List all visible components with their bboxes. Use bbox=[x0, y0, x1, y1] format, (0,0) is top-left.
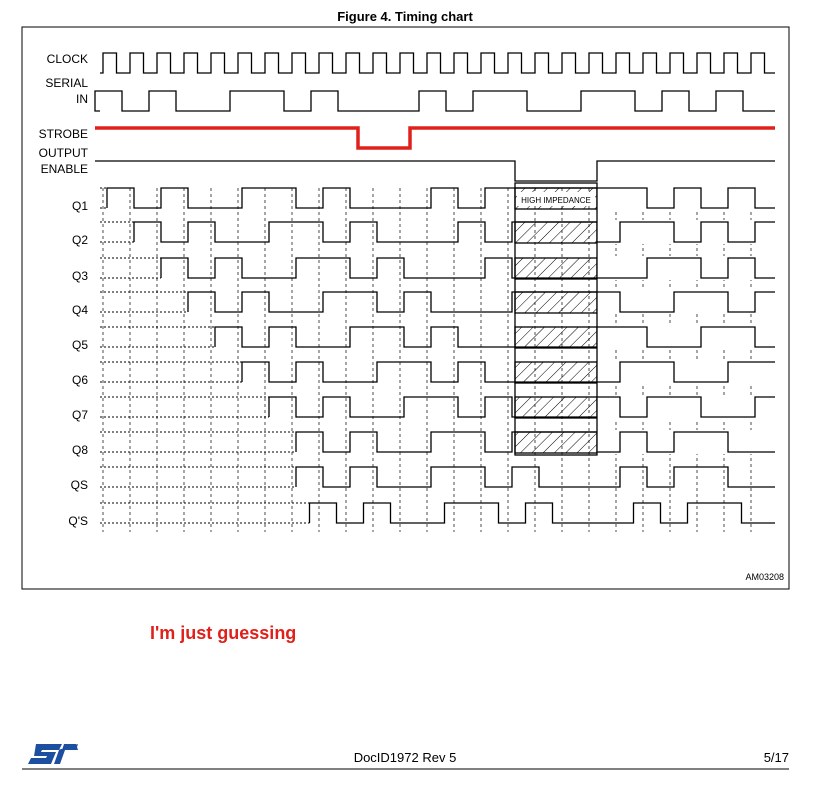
q-wave bbox=[106, 187, 775, 209]
mask bbox=[597, 220, 777, 244]
high-impedance bbox=[514, 361, 598, 384]
q-wave bbox=[268, 396, 775, 418]
signal-label: Q2 bbox=[72, 233, 88, 247]
signal-label: OUTPUT bbox=[39, 146, 89, 160]
mask bbox=[597, 256, 777, 280]
q-wave bbox=[214, 326, 775, 348]
mask bbox=[597, 290, 777, 314]
note: I'm just guessing bbox=[150, 623, 296, 643]
signal-label: Q8 bbox=[72, 443, 88, 457]
high-impedance bbox=[514, 326, 598, 349]
high-impedance bbox=[514, 396, 598, 419]
q-wave bbox=[241, 361, 775, 383]
output-enable-wave bbox=[95, 160, 775, 182]
signal-label: IN bbox=[76, 92, 88, 106]
qs-wave bbox=[295, 466, 775, 488]
signal-label: Q1 bbox=[72, 199, 88, 213]
signal-label: CLOCK bbox=[47, 52, 88, 66]
page-number: 5/17 bbox=[764, 750, 789, 765]
q-wave bbox=[597, 431, 775, 453]
q-wave bbox=[597, 326, 775, 348]
q-wave bbox=[295, 431, 775, 453]
mask bbox=[597, 395, 777, 419]
q-wave bbox=[187, 291, 775, 313]
mask bbox=[597, 325, 777, 349]
hi-z-label-bg bbox=[517, 192, 595, 206]
signal-label: Q3 bbox=[72, 269, 88, 283]
serial-in-wave bbox=[94, 90, 775, 112]
q-wave bbox=[597, 361, 775, 383]
mask bbox=[597, 360, 777, 384]
q-wave bbox=[597, 396, 775, 418]
signal-label: Q5 bbox=[72, 338, 88, 352]
signal-label: QS bbox=[71, 478, 88, 492]
signal-label: SERIAL bbox=[45, 76, 88, 90]
q-wave bbox=[133, 221, 775, 243]
st-logo bbox=[28, 744, 78, 764]
qs-prime-wave bbox=[308, 502, 775, 524]
clock-wave bbox=[100, 52, 775, 74]
signal-label: STROBE bbox=[39, 127, 88, 141]
q-wave bbox=[597, 257, 775, 279]
figure-frame bbox=[21, 26, 790, 590]
hi-z-box bbox=[514, 182, 598, 456]
high-impedance bbox=[514, 431, 598, 454]
high-impedance-label: HIGH IMPEDANCE bbox=[521, 196, 591, 205]
mask bbox=[597, 430, 777, 454]
waveforms: CLOCK SERIAL IN STROBE OUTPUT ENABLE Q1 Q2 Q3 Q4 Q… bbox=[39, 52, 777, 532]
figure-title: Figure 4. Timing chart bbox=[337, 9, 473, 24]
q-wave bbox=[597, 291, 775, 313]
signal-label: Q6 bbox=[72, 373, 88, 387]
strobe-wave bbox=[95, 126, 775, 150]
q-wave bbox=[597, 187, 775, 209]
q-wave bbox=[597, 221, 775, 243]
mask bbox=[597, 186, 777, 210]
signal-label: Q'S bbox=[68, 514, 88, 528]
high-impedance bbox=[514, 257, 598, 280]
high-impedance bbox=[514, 221, 598, 244]
signal-label: Q7 bbox=[72, 408, 88, 422]
figure-id: AM03208 bbox=[745, 572, 784, 582]
signal-label: Q4 bbox=[72, 303, 88, 317]
q-wave bbox=[160, 257, 775, 279]
signal-label: ENABLE bbox=[41, 162, 88, 176]
doc-id: DocID1972 Rev 5 bbox=[354, 750, 457, 765]
high-impedance bbox=[514, 291, 598, 314]
